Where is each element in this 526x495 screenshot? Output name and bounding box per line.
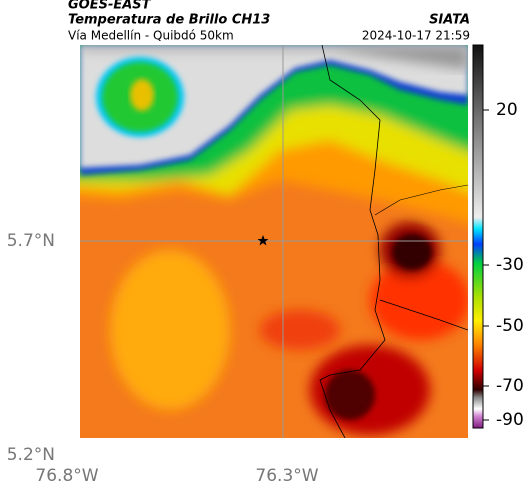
lat-label: 5.7°N: [7, 231, 55, 251]
datetime: 2024-10-17 21:59: [362, 29, 470, 43]
lon-label: 76.8°W: [35, 466, 98, 486]
colorbar-tick-label: -90: [496, 410, 524, 430]
lon-label: 76.3°W: [255, 466, 318, 486]
colorbar: [472, 44, 484, 429]
colorbar-tick-label: -50: [496, 316, 524, 336]
product: Temperatura de Brillo CH13: [68, 13, 270, 28]
colorbar-tick-label: -30: [496, 255, 524, 275]
colorbar-ticks: 20 -30 -50 -70 -90: [483, 100, 524, 430]
lat-label: 5.2°N: [7, 445, 55, 465]
colorbar-tick-label: -70: [496, 376, 524, 396]
satellite-image: [80, 45, 468, 438]
source: SIATA: [429, 13, 470, 28]
colorbar-tick-label: 20: [496, 100, 518, 120]
satellite: GOES-EAST: [68, 0, 152, 13]
location: Vía Medellín - Quibdó 50km: [68, 29, 234, 43]
